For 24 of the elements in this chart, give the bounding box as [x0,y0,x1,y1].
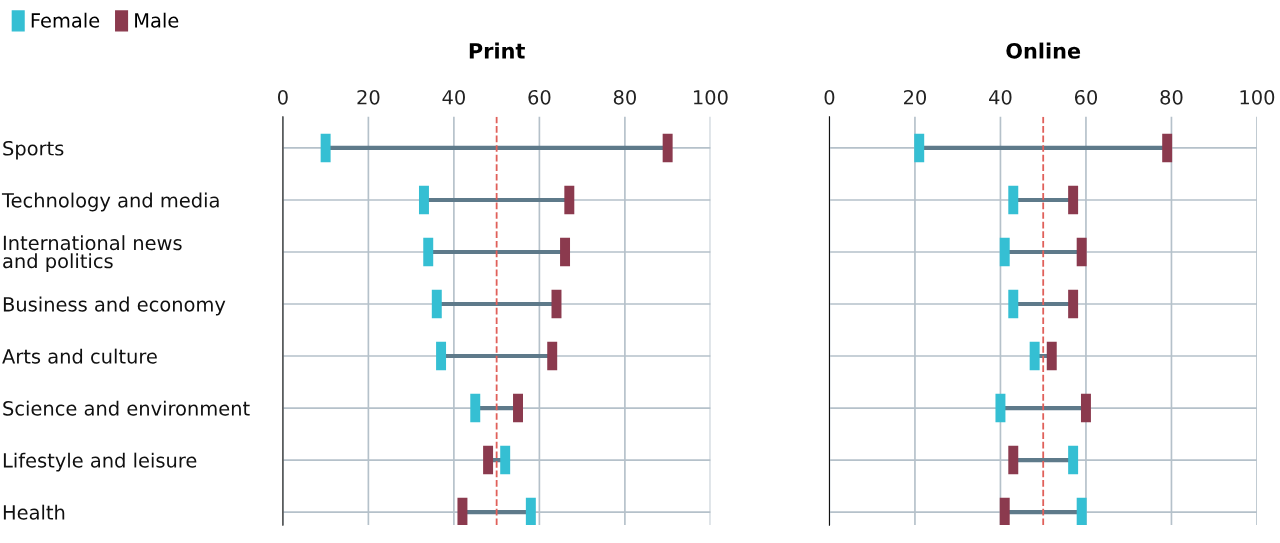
x-tick-label: 40 [989,89,1012,105]
y-tick-label: Health [3,504,65,520]
y-tick-label: Business and economy [3,296,226,316]
x-tick-label: 80 [613,89,636,105]
x-tick-label: 100 [693,89,728,105]
x-tick-label: 60 [1074,89,1098,105]
x-tick-label: 60 [528,89,551,105]
y-tick-label: Technology and media [1,192,219,212]
y-tick-label: Sports [3,140,64,160]
chart-title: Online [1006,42,1081,59]
x-tick-label: 100 [1240,89,1275,105]
x-tick-label: 0 [277,89,288,105]
x-tick-label: 80 [1160,89,1183,105]
x-tick-label: 20 [904,89,927,105]
x-tick-label: 40 [442,89,465,105]
x-tick-label: 20 [357,89,380,105]
chart-title: Print [469,42,525,59]
y-tick-label: Science and environment [3,400,250,416]
legend-label: Male [135,12,179,28]
y-tick-label: Lifestyle and leisure [3,452,197,472]
legend-label: Female [31,12,100,28]
y-tick-label: Arts and culture [2,348,157,364]
x-tick-label: 0 [824,89,835,105]
y-tick-label: International news and politics [3,235,182,273]
